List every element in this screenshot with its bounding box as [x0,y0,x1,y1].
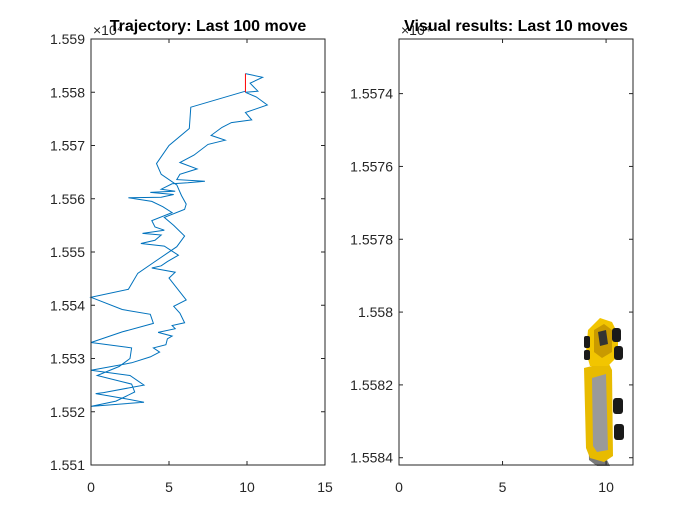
x-tick-label: 5 [499,479,507,495]
y-tick-label: 1.556 [50,191,85,207]
visual-results-axes-box [398,38,634,466]
truck-tire [584,350,590,360]
visual-results-ticks: 0 5 10 1.5574 1.5576 1.5578 1.558 1.5582 1.5584 [350,39,633,495]
y-tick-label: 1.5574 [350,86,393,102]
y-tick-label: 1.558 [50,84,85,100]
truck-bed-inner [592,374,608,452]
truck-image [584,318,624,466]
trajectory-line [89,73,269,407]
visual-results-axes: 0 5 101.55741.55761.55781.5581.55821.5584 … [350,18,634,495]
x-tick-label: 5 [165,479,173,495]
y-tick-label: 1.5582 [350,377,393,393]
y-tick-label: 1.559 [50,31,85,47]
y-tick-label: 1.552 [50,404,85,420]
y-tick-label: 1.554 [50,297,85,313]
y-tick-label: 1.5576 [350,158,393,174]
y-tick-label: 1.553 [50,351,85,367]
visual-results-y-exponent: ×10⁴ [401,22,431,38]
trajectory-axes: 0 5 10 15 1.551 1.552 1.553 1.554 1.555 1.556 1.55… [50,18,333,495]
y-tick-label: 1.557 [50,138,85,154]
y-tick-label: 1.5578 [350,231,393,247]
x-tick-label: 0 [395,479,403,495]
visual-results-title: Visual results: Last 10 moves [404,18,628,35]
trajectory-ticks: 0 5 10 15 1.551 1.552 1.553 1.554 1.555 1.556 1.55… [50,31,333,495]
truck-tire [612,328,621,342]
trajectory-y-exponent: ×10⁴ [93,22,123,38]
x-tick-label: 10 [239,479,255,495]
truck-tire [584,336,590,348]
trajectory-title: Trajectory: Last 100 move [110,18,307,35]
y-tick-label: 1.558 [358,304,393,320]
truck-window [598,330,608,346]
x-tick-label: 15 [317,479,333,495]
y-tick-label: 1.555 [50,244,85,260]
truck-tire [614,346,623,360]
y-tick-label: 1.551 [50,457,85,473]
truck-tire [614,424,624,440]
trajectory-plot-area [89,73,269,407]
x-tick-label: 0 [87,479,95,495]
y-tick-label: 1.5584 [350,450,393,466]
x-tick-label: 10 [598,479,614,495]
truck-tire [613,398,623,414]
